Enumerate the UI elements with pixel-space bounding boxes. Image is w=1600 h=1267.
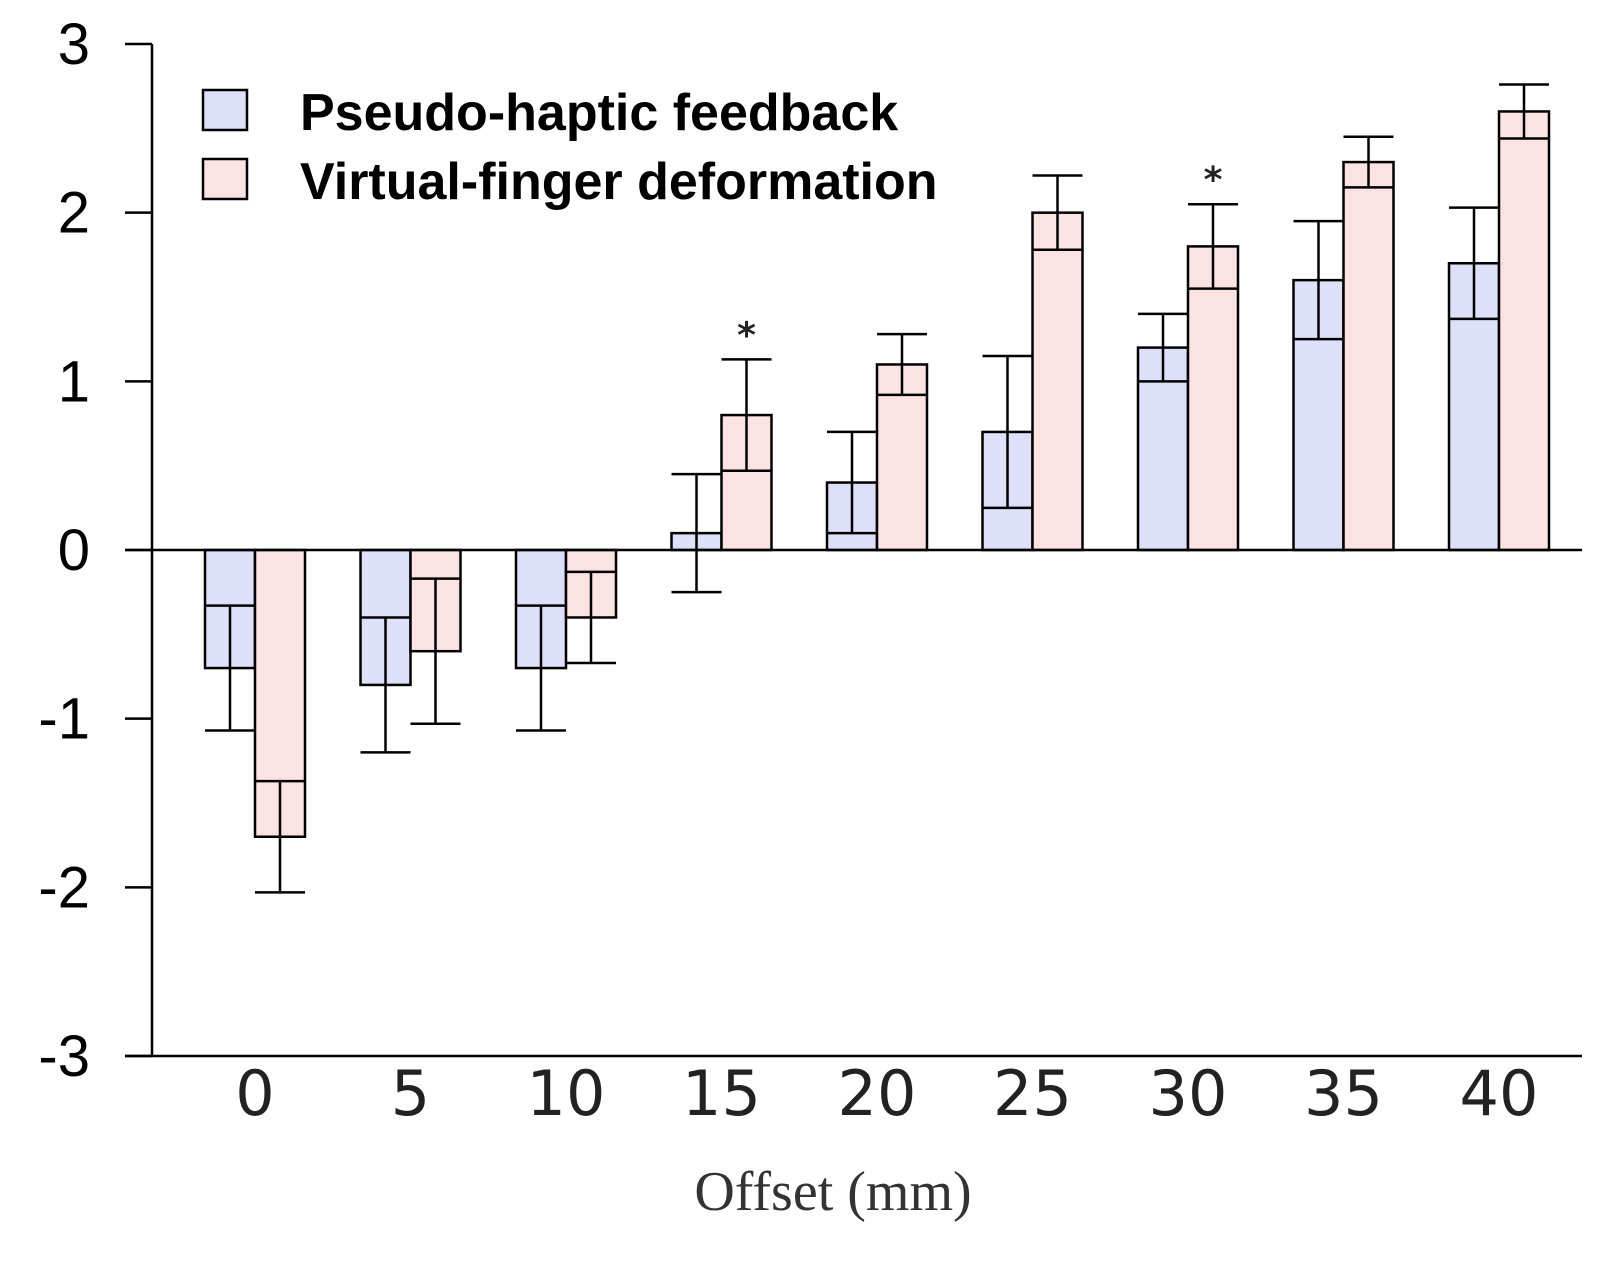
- x-tick-label: 30: [1149, 1057, 1228, 1130]
- legend-swatch-pseudo-haptic: [201, 88, 249, 132]
- x-tick-label: 15: [682, 1057, 761, 1130]
- y-tick-label: 1: [58, 349, 90, 414]
- x-tick-label: 10: [527, 1057, 606, 1130]
- y-tick-label: -2: [38, 855, 90, 920]
- x-tick-label: 20: [838, 1057, 917, 1130]
- bar-virtual-finger: [1186, 245, 1240, 552]
- y-tick-label: 0: [58, 518, 90, 583]
- y-tick-label: 2: [58, 181, 90, 246]
- y-tick-label: 3: [58, 12, 90, 77]
- x-tick-label: 25: [993, 1057, 1072, 1130]
- bar-virtual-finger: [1031, 211, 1084, 552]
- y-tick-label: -3: [38, 1024, 90, 1089]
- bar-virtual-finger: [1342, 160, 1395, 552]
- legend: Pseudo-haptic feedback Virtual-finger de…: [201, 84, 938, 211]
- legend-swatch-virtual-finger: [201, 157, 249, 201]
- x-tick-label: 40: [1460, 1057, 1539, 1130]
- y-tick-label: -1: [38, 687, 90, 752]
- significance-marker: *: [1204, 160, 1223, 201]
- significance-marker: *: [737, 315, 756, 356]
- legend-label-virtual-finger: Virtual-finger deformation: [300, 153, 938, 211]
- bar-virtual-finger: [1497, 110, 1551, 552]
- x-tick-label: 35: [1304, 1057, 1383, 1130]
- legend-label-pseudo-haptic: Pseudo-haptic feedback: [300, 84, 898, 142]
- x-axis-label: Offset (mm): [694, 1161, 971, 1223]
- x-tick-label: 0: [235, 1057, 274, 1130]
- x-tick-label: 5: [391, 1057, 430, 1130]
